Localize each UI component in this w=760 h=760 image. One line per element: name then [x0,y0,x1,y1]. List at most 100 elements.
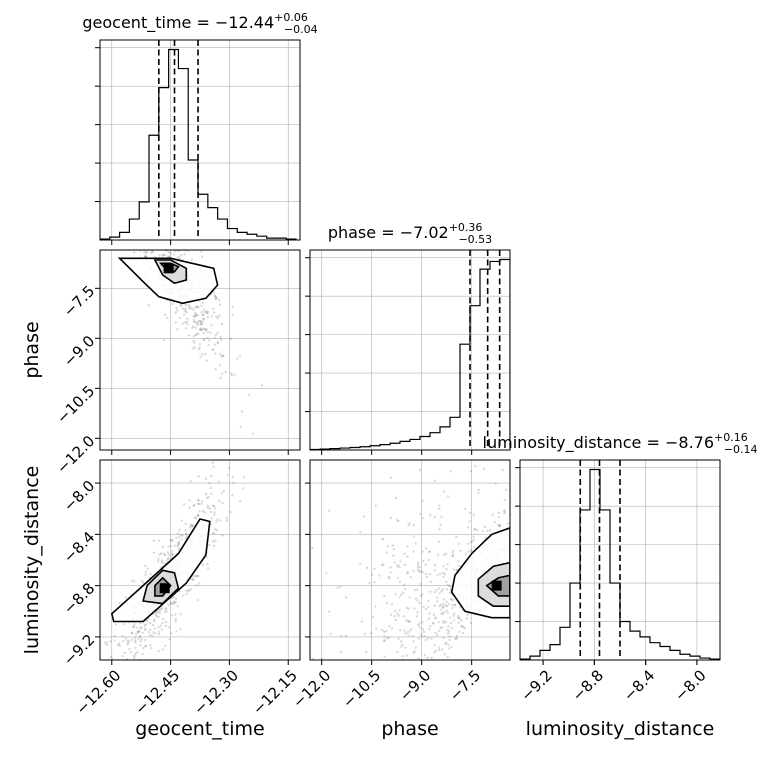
sample-point [466,613,469,616]
sample-point [211,504,215,507]
sample-point [493,521,496,524]
sample-point [168,243,170,245]
sample-point [123,622,126,626]
sample-point [221,355,225,358]
sample-point [142,581,145,585]
sample-point [117,221,119,223]
sample-point [125,193,127,195]
panel-frame-1 [99,459,301,661]
sample-point [429,590,432,593]
sample-point [424,547,428,550]
sample-point [144,570,148,573]
sample-point [452,598,455,602]
sample-point [438,572,442,575]
sample-point [217,499,221,502]
sample-point [433,568,437,572]
sample-point [163,253,166,257]
sample-point [464,507,467,511]
sample-point [192,339,195,343]
sample-point [282,589,284,591]
sample-point [125,173,127,175]
sample-point [359,562,362,565]
sample-point [169,245,171,247]
sample-point [457,616,460,620]
sample-point [177,541,180,545]
sample-point [465,617,468,620]
sample-point [113,662,115,664]
sample-point [534,525,536,527]
sample-point [158,227,160,229]
sample-point [189,524,192,527]
sample-point [398,609,401,612]
sample-point [331,667,333,669]
sample-point [167,553,170,556]
sample-point [195,333,198,336]
sample-point [206,310,209,313]
sample-point [184,327,188,330]
sample-point [181,307,185,310]
sample-point [142,231,144,233]
sample-point [208,481,211,485]
sample-point [192,335,195,338]
sample-point [150,214,152,216]
sample-point [399,629,402,632]
sample-point [382,639,386,643]
sample-point [167,244,169,246]
sample-point [184,310,187,313]
sample-point [553,466,555,468]
sample-point [499,524,502,527]
sample-point [427,599,430,603]
xtick-label-geocent_time-0: −12.60 [73,666,125,718]
sample-point [320,657,324,660]
sample-point [453,603,457,607]
sample-point [199,328,202,331]
sample-point [163,562,166,565]
sample-point [130,231,132,233]
sample-point [196,305,199,309]
sample-point [467,550,470,553]
sample-point [197,348,200,351]
sample-point [155,234,157,236]
sample-point [206,504,209,507]
sample-point [134,633,138,636]
panel-frame-2 [309,459,511,661]
sample-point [447,630,451,633]
sample-point [153,222,155,224]
sample-point [469,470,472,473]
sample-point [145,243,147,245]
sample-point [185,533,189,536]
sample-point [402,591,405,595]
sample-point [432,613,435,616]
sample-point [131,625,135,628]
sample-point [208,543,211,547]
sample-point [205,328,208,331]
sample-point [140,580,144,583]
sample-point [127,175,129,177]
sample-point [214,333,218,337]
sample-point [157,539,161,542]
sample-point [182,503,186,506]
sample-point [195,584,198,587]
sample-point [169,252,173,255]
sample-point [130,671,132,673]
panel-geocent_time-vs-phase [100,173,300,450]
sample-point [412,651,415,655]
sample-point [167,603,170,606]
sample-point [451,606,454,610]
sample-point [446,583,450,586]
sample-point [220,354,223,358]
sample-point [152,539,156,542]
sample-point [196,314,199,317]
sample-point [198,328,201,331]
sample-point [138,635,141,639]
sample-point [191,578,194,582]
sample-point [401,654,404,658]
sample-point [421,621,424,624]
sample-point [161,197,163,199]
sample-point [442,620,445,623]
panel-phase-vs-luminosity_distance [282,460,555,669]
sample-point [136,247,138,249]
sample-point [144,623,148,626]
sample-point [210,492,213,496]
sample-point [162,338,165,342]
